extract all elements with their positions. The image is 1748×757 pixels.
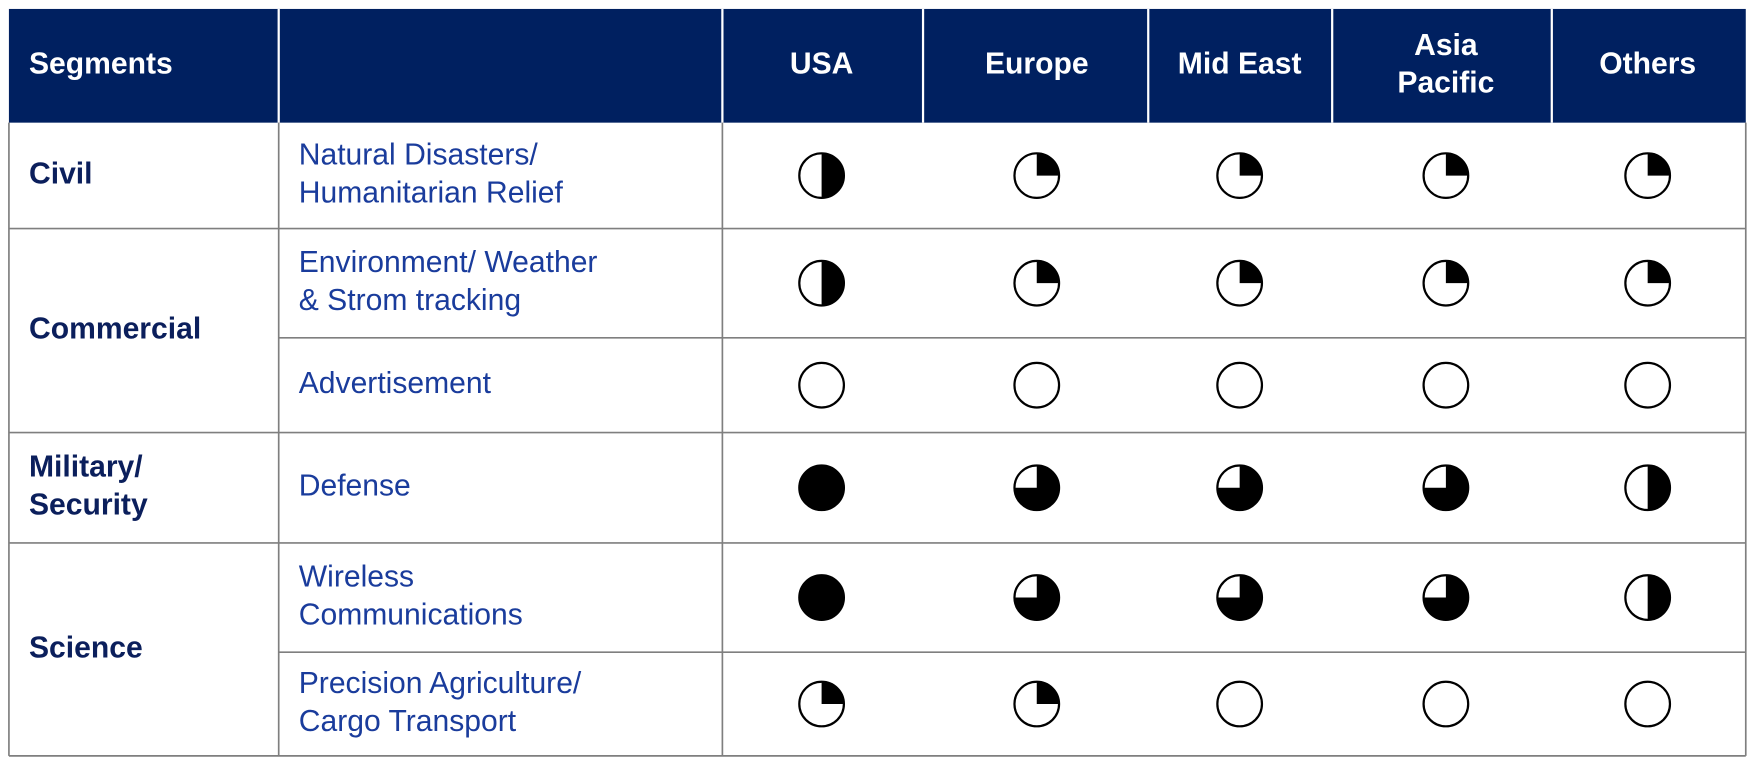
harvey-ball — [1423, 465, 1469, 511]
segment-label: Science — [29, 631, 143, 664]
region-header: Pacific — [1397, 67, 1494, 100]
harvey-ball — [799, 575, 844, 620]
harvey-ball — [821, 681, 844, 705]
region-header: Others — [1599, 48, 1696, 81]
segment-label: Commercial — [29, 313, 201, 346]
harvey-ball — [821, 260, 844, 306]
harvey-ball — [1445, 260, 1469, 284]
harvey-ball — [1036, 260, 1060, 284]
segment-label: Civil — [29, 158, 93, 191]
harvey-ball — [1445, 153, 1469, 176]
application-label: Advertisement — [299, 367, 492, 400]
harvey-ball-outline — [1624, 680, 1672, 728]
harvey-ball — [1036, 681, 1060, 705]
application-label: Natural Disasters/ — [299, 139, 539, 172]
harvey-ball — [1239, 260, 1262, 284]
harvey-ball — [1647, 153, 1670, 176]
harvey-ball — [821, 153, 844, 198]
region-header: Mid East — [1178, 48, 1302, 81]
harvey-ball — [1647, 465, 1670, 511]
harvey-ball — [1036, 153, 1060, 176]
harvey-ball — [1217, 575, 1262, 620]
application-label: & Strom tracking — [299, 284, 521, 317]
segment-label: Military/ — [29, 451, 143, 484]
harvey-ball-outline — [798, 361, 846, 409]
harvey-ball-outline — [1013, 361, 1061, 409]
application-label: Defense — [299, 470, 411, 503]
harvey-ball-outline — [1422, 680, 1470, 728]
region-header: USA — [790, 48, 854, 81]
harvey-ball — [799, 465, 844, 511]
application-label: Humanitarian Relief — [299, 177, 564, 210]
application-label: Environment/ Weather — [299, 246, 598, 279]
header-bg — [8, 8, 1746, 123]
harvey-ball-outline — [1216, 680, 1264, 728]
application-label: Communications — [299, 598, 523, 631]
harvey-ball — [1647, 260, 1670, 284]
application-label: Wireless — [299, 561, 414, 594]
region-header: Europe — [985, 48, 1089, 81]
harvey-ball-outline — [1422, 361, 1470, 409]
harvey-ball — [1647, 575, 1670, 620]
harvey-ball — [1239, 153, 1262, 176]
segment-label: Security — [29, 489, 148, 522]
harvey-ball — [1423, 575, 1469, 620]
harvey-ball — [1014, 465, 1060, 511]
harvey-ball — [1217, 465, 1262, 511]
harvey-ball — [1014, 575, 1060, 620]
harvey-ball-outline — [1216, 361, 1264, 409]
harvey-ball-outline — [1624, 361, 1672, 409]
application-label: Precision Agriculture/ — [299, 667, 582, 700]
header-label: Segments — [29, 48, 173, 81]
application-label: Cargo Transport — [299, 705, 517, 738]
region-header: Asia — [1414, 29, 1478, 62]
